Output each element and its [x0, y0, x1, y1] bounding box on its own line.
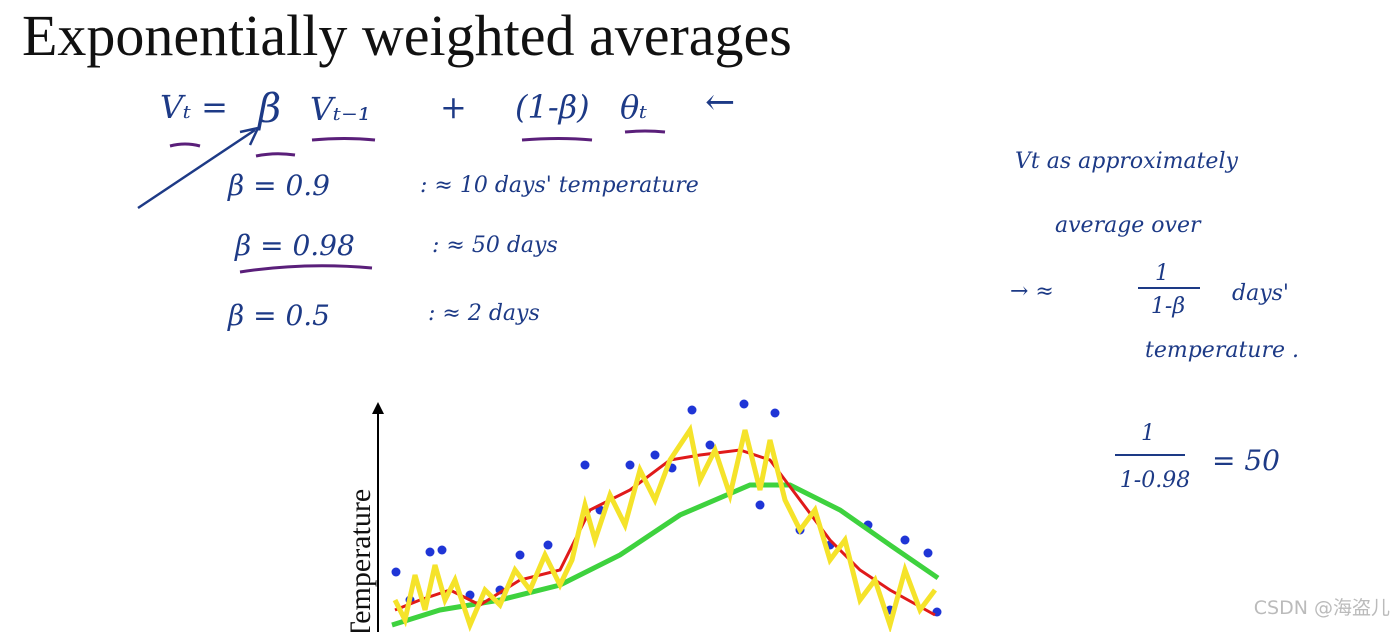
fraction-denominator: 1-β — [1151, 294, 1185, 319]
underline — [521, 137, 593, 142]
dot — [687, 405, 697, 415]
formula-plus: + — [440, 88, 467, 126]
side-line: Vt as approximately — [1015, 149, 1238, 174]
row-approx: : ≈ 2 days — [428, 301, 540, 326]
dot — [437, 545, 447, 555]
example-result: = 50 — [1212, 444, 1280, 477]
side-line: average over — [1055, 213, 1202, 238]
pointer-arrow — [137, 126, 261, 210]
dots — [391, 399, 942, 617]
formula-theta: θₜ — [620, 88, 647, 126]
watermark: CSDN @海盗儿 — [1254, 597, 1390, 619]
fraction-numerator: 1 — [1141, 421, 1155, 446]
y-axis-label: Temperature — [344, 489, 377, 632]
underline — [169, 142, 201, 148]
fraction-denominator: 1-0.98 — [1120, 468, 1190, 493]
formula-prev: Vₜ₋₁ — [310, 90, 371, 128]
dot — [770, 408, 780, 418]
plot: Temperature — [344, 399, 942, 632]
side-note: Vt as approximately average over → ≈ 1 1… — [1010, 149, 1299, 363]
dot — [739, 399, 749, 409]
formula-one-minus-beta: (1-β) — [515, 88, 590, 126]
example: 1 1-0.98 = 50 — [1115, 421, 1280, 493]
underline — [239, 264, 373, 274]
dot — [705, 440, 715, 450]
dot — [391, 567, 401, 577]
underline — [624, 129, 666, 134]
side-arrow: → ≈ — [1010, 279, 1054, 304]
dot — [580, 460, 590, 470]
fraction-numerator: 1 — [1155, 261, 1169, 286]
underline — [311, 137, 376, 142]
dot — [900, 535, 910, 545]
beta-rows: β = 0.9 : ≈ 10 days' temperature β = 0.9… — [227, 169, 699, 332]
dot — [923, 548, 933, 558]
smooth-line — [391, 482, 940, 628]
formula-arrow: ← — [705, 82, 735, 123]
side-unit: days' — [1232, 281, 1289, 306]
dot — [755, 500, 765, 510]
row-beta: β = 0.9 — [227, 169, 330, 202]
row-approx: : ≈ 10 days' temperature — [420, 173, 699, 198]
dot — [650, 450, 660, 460]
dot — [625, 460, 635, 470]
dot — [515, 550, 525, 560]
row-approx: : ≈ 50 days — [432, 233, 558, 258]
formula-lhs: Vₜ = — [160, 88, 228, 126]
title: Exponentially weighted averages — [22, 3, 792, 68]
dot — [543, 540, 553, 550]
row-beta: β = 0.5 — [227, 299, 330, 332]
underline — [255, 152, 296, 158]
formula-beta: β — [256, 86, 281, 132]
underlines — [169, 129, 666, 274]
axis-arrow — [372, 402, 384, 414]
formula: Vₜ = β Vₜ₋₁ + (1-β) θₜ ← — [160, 82, 735, 132]
side-line: temperature . — [1145, 338, 1299, 363]
row-beta: β = 0.98 — [234, 229, 355, 262]
noisy-line — [392, 423, 937, 632]
dot — [425, 547, 435, 557]
